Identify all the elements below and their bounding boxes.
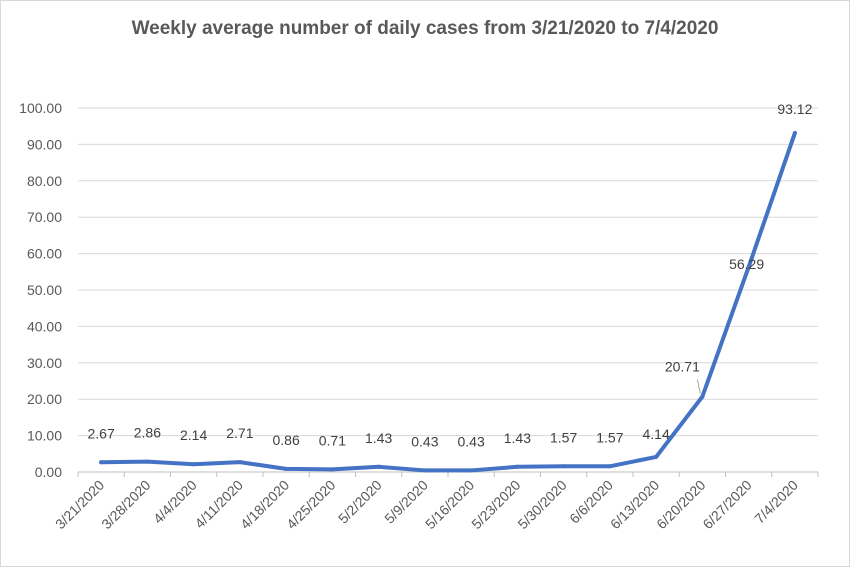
x-tick-label: 5/30/2020 [514,477,570,533]
data-point [237,460,242,465]
data-label: 0.43 [411,433,438,449]
x-tick-label: 6/13/2020 [607,477,663,533]
data-point [561,464,566,469]
data-label: 93.12 [777,101,812,117]
y-tick-label: 80.00 [27,173,62,189]
y-tick-label: 10.00 [27,428,62,444]
y-tick-label: 30.00 [27,355,62,371]
y-tick-label: 0.00 [35,464,62,480]
x-tick-label: 7/4/2020 [751,477,801,527]
x-tick-label: 6/20/2020 [653,477,709,533]
y-tick-label: 20.00 [27,391,62,407]
data-label: 2.86 [134,425,161,441]
data-label: 0.43 [458,433,485,449]
data-label: 0.71 [319,432,346,448]
y-tick-label: 90.00 [27,136,62,152]
data-point [191,462,196,467]
data-label: 2.14 [180,427,207,443]
x-tick-label: 5/23/2020 [468,477,524,533]
x-tick-label: 3/21/2020 [52,477,108,533]
data-label-leader [696,379,701,394]
y-tick-label: 50.00 [27,282,62,298]
data-point [746,265,751,270]
x-tick-label: 4/18/2020 [237,477,293,533]
data-point [284,466,289,471]
x-tick-label: 5/2/2020 [335,477,385,527]
data-point [330,467,335,472]
data-point [99,460,104,465]
data-point [422,468,427,473]
data-label: 1.57 [550,429,577,445]
y-tick-label: 40.00 [27,318,62,334]
data-label: 0.86 [273,432,300,448]
data-point [469,468,474,473]
data-label: 2.67 [88,425,115,441]
y-tick-label: 70.00 [27,209,62,225]
x-tick-label: 4/25/2020 [283,477,339,533]
data-label: 1.43 [365,430,392,446]
data-point [654,454,659,459]
data-point [145,459,150,464]
chart-title: Weekly average number of daily cases fro… [131,18,719,39]
x-tick-label: 6/27/2020 [699,477,755,533]
y-tick-label: 100.00 [19,100,62,116]
data-label: 20.71 [665,359,700,375]
data-label: 4.14 [643,426,670,442]
x-tick-label: 5/16/2020 [422,477,478,533]
data-label: 1.43 [504,430,531,446]
data-point [376,464,381,469]
data-label: 2.71 [226,425,253,441]
data-point [515,464,520,469]
x-tick-label: 3/28/2020 [98,477,154,533]
series-line [99,131,797,473]
data-point [700,394,705,399]
data-label: 56.29 [729,256,764,272]
data-point [792,131,797,136]
data-label: 1.57 [596,429,623,445]
y-tick-label: 60.00 [27,246,62,262]
data-point [607,464,612,469]
